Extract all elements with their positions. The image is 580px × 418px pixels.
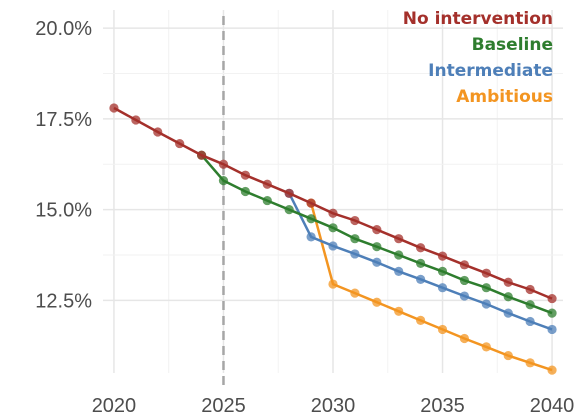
data-point [306,232,316,242]
data-point [372,257,382,267]
x-tick-label: 2020 [92,395,137,417]
x-tick-label: 2025 [201,395,246,417]
data-point [350,249,360,259]
data-point [416,258,426,268]
data-point [350,288,360,298]
data-point [153,127,163,137]
data-point [547,293,557,304]
series-ambitious [306,198,557,375]
data-point [394,250,404,260]
data-point [503,277,513,287]
series-no-intervention [109,103,557,304]
data-point [218,176,229,186]
data-point [459,291,470,301]
data-point [240,170,250,180]
data-point [459,260,470,270]
data-point [394,234,404,244]
data-point [525,300,535,310]
data-point [175,138,185,149]
data-point [416,243,426,253]
data-point [262,195,272,206]
data-point [503,350,513,361]
data-point [481,268,491,278]
data-point [437,251,448,261]
data-point [262,179,272,189]
data-point [328,208,338,218]
data-point [306,198,316,208]
y-tick-label: 12.5% [35,290,92,312]
data-point [372,242,382,252]
legend: No intervention Baseline Intermediate Ambit… [403,9,553,107]
data-point [547,324,557,335]
data-point [503,292,513,302]
series-layer [109,103,557,375]
data-point [416,274,426,284]
data-point [306,214,316,224]
x-tick-label: 2035 [420,395,465,417]
grid [103,10,563,373]
data-point [372,225,382,235]
data-point [481,299,491,309]
data-point [525,284,535,295]
legend-entry: Intermediate [428,61,553,81]
data-point [437,266,448,276]
data-point [394,266,404,276]
data-point [459,275,470,286]
legend-entry: No intervention [403,9,553,29]
data-point [525,358,535,368]
data-point [372,297,382,307]
series-line [309,202,553,372]
data-point [328,279,338,289]
data-point [350,234,360,244]
data-point [547,365,557,375]
data-point [437,283,448,293]
data-point [350,215,360,226]
data-point [394,306,404,316]
data-point [481,342,491,352]
data-point [547,308,557,318]
data-point [328,223,338,233]
data-point [196,150,207,160]
y-tick-label: 20.0% [35,18,92,40]
legend-entry: Ambitious [456,87,553,107]
data-point [437,324,448,335]
data-point [328,241,338,251]
x-tick-label: 2030 [311,395,356,417]
data-point [525,316,535,327]
legend-entry: Baseline [472,35,553,55]
y-tick-label: 17.5% [35,109,92,131]
data-point [284,205,294,215]
y-tick-label: 15.0% [35,200,92,222]
data-point [481,283,491,293]
data-point [284,188,294,198]
data-point [131,115,141,125]
axis-tick-labels: 2020 2025 2030 2035 2040 12.5% 15.0% 17.5% 20.0% [35,18,574,417]
data-point [459,333,470,344]
series-baseline [196,150,557,318]
data-point [503,308,513,318]
data-point [109,103,119,113]
data-point [240,186,250,197]
data-point [416,315,426,325]
data-point [218,159,229,169]
x-tick-label: 2040 [530,395,575,417]
